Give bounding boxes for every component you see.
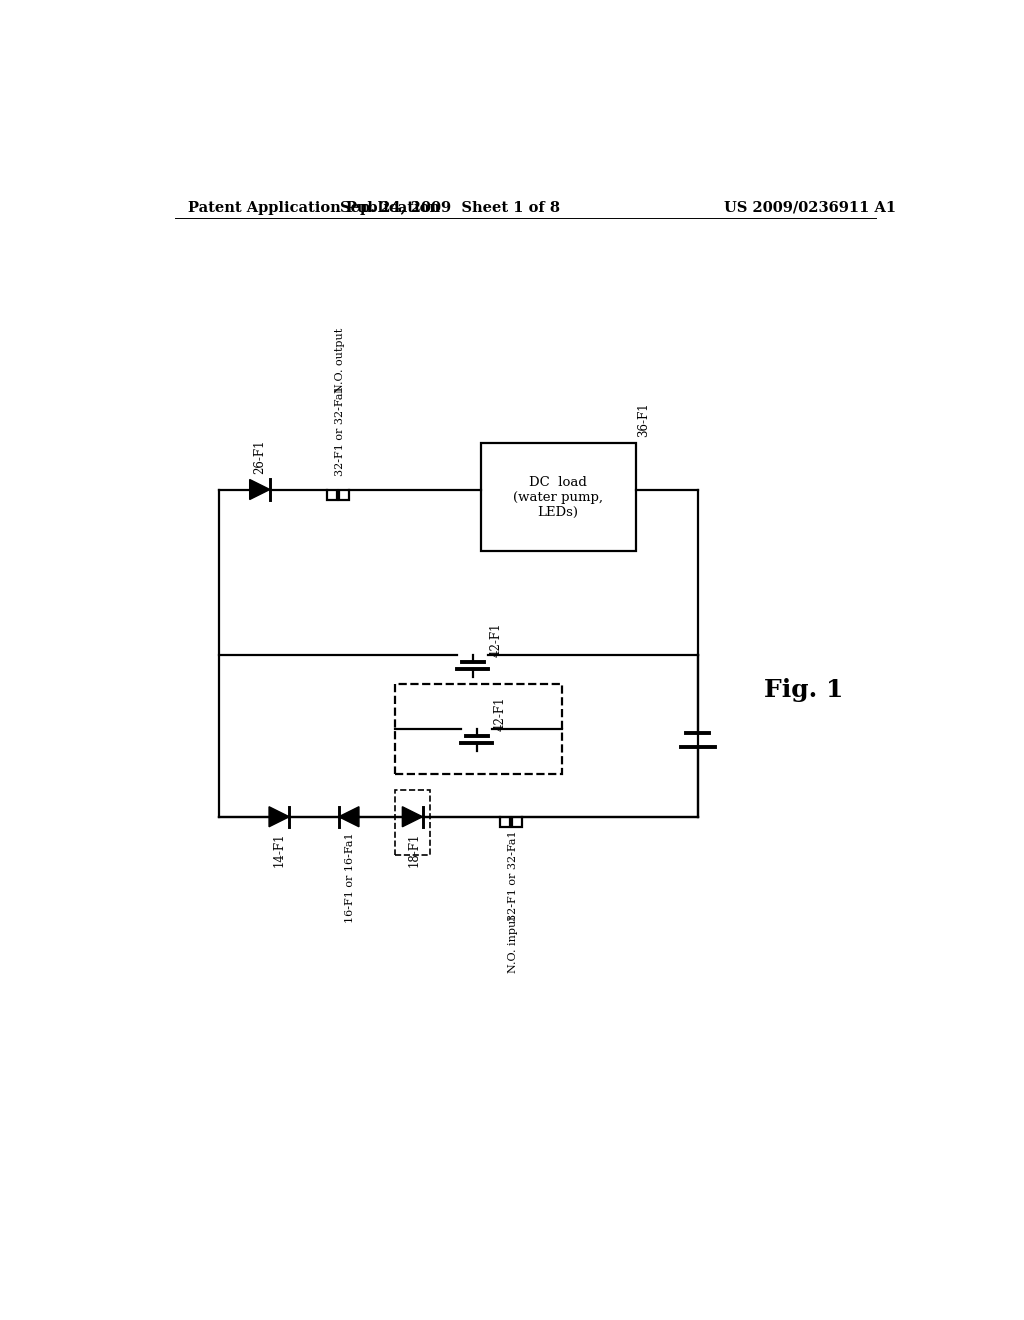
Text: 14-F1: 14-F1 — [272, 832, 286, 867]
Text: 42-F1: 42-F1 — [489, 623, 503, 657]
Bar — [500, 817, 510, 826]
Bar — [395, 684, 562, 775]
Bar — [512, 817, 521, 826]
Bar — [339, 490, 349, 499]
Text: N.O. output: N.O. output — [335, 327, 345, 393]
Text: 16-F1 or 16-Fa1: 16-F1 or 16-Fa1 — [345, 832, 355, 923]
Polygon shape — [269, 807, 289, 826]
Text: Sep. 24, 2009  Sheet 1 of 8: Sep. 24, 2009 Sheet 1 of 8 — [340, 201, 560, 215]
Text: 32-F1 or 32-Fa1: 32-F1 or 32-Fa1 — [508, 830, 518, 921]
Bar — [328, 490, 337, 499]
Polygon shape — [402, 807, 423, 826]
Polygon shape — [250, 479, 270, 499]
Text: Fig. 1: Fig. 1 — [764, 677, 843, 702]
Bar — [480, 444, 636, 552]
Text: 32-F1 or 32-Fa1: 32-F1 or 32-Fa1 — [335, 385, 345, 475]
Text: 42-F1: 42-F1 — [494, 697, 507, 731]
Text: DC  load
(water pump,
LEDs): DC load (water pump, LEDs) — [513, 475, 603, 519]
Bar — [394, 789, 430, 855]
Text: 18-F1: 18-F1 — [408, 832, 421, 866]
Text: Patent Application Publication: Patent Application Publication — [188, 201, 440, 215]
Text: US 2009/0236911 A1: US 2009/0236911 A1 — [724, 201, 896, 215]
Text: N.O. input: N.O. input — [508, 915, 518, 973]
Text: 26-F1: 26-F1 — [253, 440, 266, 474]
Text: 36-F1: 36-F1 — [637, 403, 650, 437]
Polygon shape — [339, 807, 359, 826]
